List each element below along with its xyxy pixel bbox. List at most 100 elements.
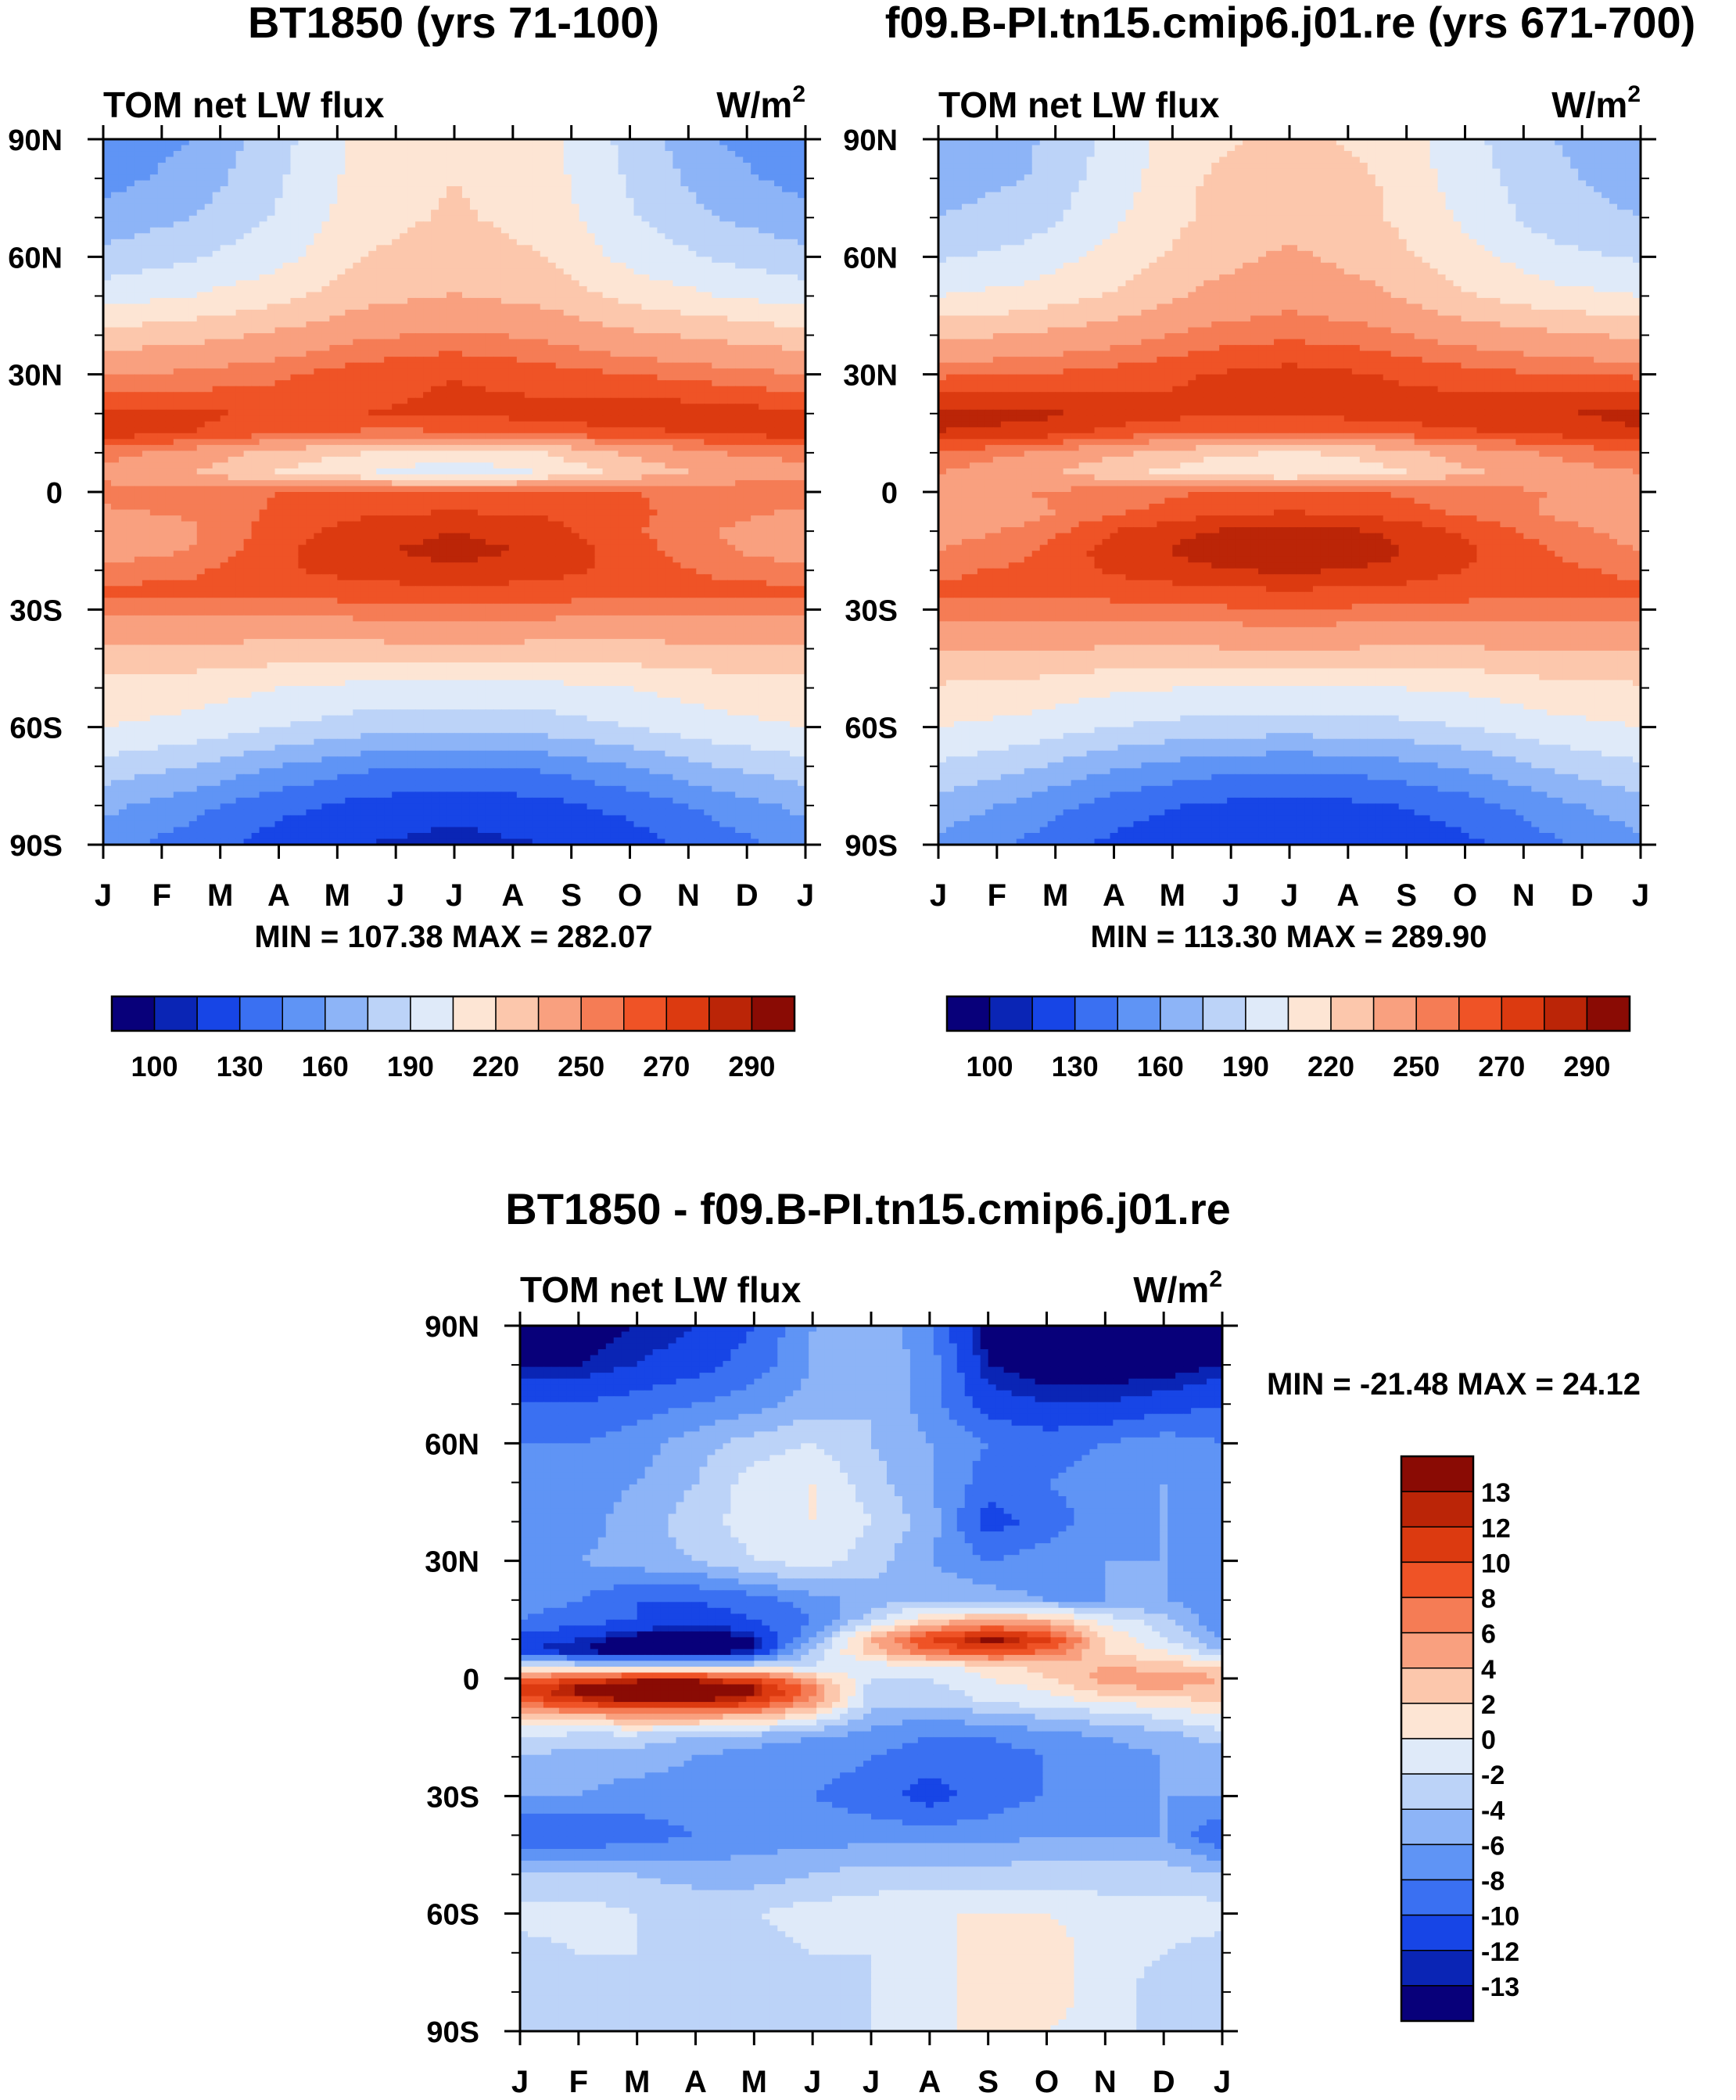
field-cell: [680, 145, 689, 152]
field-cell: [610, 221, 619, 228]
field-cell: [696, 327, 705, 334]
field-cell: [204, 174, 213, 181]
field-cell: [469, 233, 479, 240]
field-cell: [165, 345, 174, 352]
field-cell: [306, 297, 314, 305]
field-cell: [618, 451, 627, 458]
field-cell: [563, 350, 572, 357]
field-cell: [392, 404, 400, 411]
field-cell: [704, 262, 712, 269]
field-cell: [610, 321, 619, 328]
field-cell: [228, 451, 237, 458]
field-cell: [696, 409, 705, 416]
field-cell: [594, 368, 604, 375]
field-cell: [454, 151, 463, 158]
field-cell: [688, 192, 697, 199]
field-cell: [196, 456, 206, 464]
field-cell: [368, 362, 377, 369]
field-cell: [118, 297, 127, 305]
field-cell: [555, 451, 565, 458]
field-cell: [220, 433, 229, 440]
field-cell: [719, 239, 728, 246]
field-cell: [454, 409, 463, 416]
field-cell: [532, 439, 541, 446]
field-cell: [555, 339, 565, 346]
field-cell: [376, 203, 385, 210]
field-cell: [314, 427, 322, 434]
field-cell: [508, 285, 518, 293]
field-cell: [188, 174, 198, 181]
field-cell: [469, 321, 479, 328]
field-cell: [680, 274, 689, 281]
field-cell: [477, 227, 486, 234]
field-cell: [376, 303, 385, 311]
field-cell: [220, 210, 229, 217]
field-cell: [212, 203, 221, 210]
field-cell: [103, 409, 112, 416]
field-cell: [712, 368, 720, 375]
field-cell: [196, 444, 206, 451]
field-cell: [220, 292, 229, 299]
field-cell: [673, 415, 681, 422]
field-cell: [423, 250, 432, 257]
field-cell: [735, 221, 744, 228]
field-cell: [626, 156, 635, 163]
field-cell: [532, 397, 541, 404]
field-cell: [188, 151, 198, 158]
field-cell: [532, 392, 541, 399]
field-cell: [314, 221, 322, 228]
field-cell: [142, 268, 151, 275]
field-cell: [532, 221, 541, 228]
field-cell: [220, 239, 229, 246]
field-cell: [259, 444, 268, 451]
field-cell: [337, 386, 346, 393]
field-cell: [469, 198, 479, 205]
field-cell: [500, 156, 510, 163]
field-cell: [423, 451, 432, 458]
field-cell: [665, 427, 673, 434]
field-cell: [508, 186, 518, 193]
field-cell: [610, 315, 619, 322]
field-cell: [493, 380, 502, 387]
field-cell: [516, 327, 525, 334]
field-cell: [524, 221, 533, 228]
field-cell: [267, 392, 276, 399]
field-cell: [157, 409, 167, 416]
field-cell: [618, 186, 627, 193]
field-cell: [400, 215, 408, 222]
field-cell: [212, 245, 221, 252]
field-cell: [673, 297, 681, 305]
field-cell: [329, 280, 338, 287]
field-cell: [235, 415, 245, 422]
field-cell: [243, 439, 253, 446]
field-cell: [329, 345, 338, 352]
field-cell: [306, 163, 314, 170]
field-cell: [149, 339, 159, 346]
field-cell: [282, 404, 292, 411]
field-cell: [306, 186, 314, 193]
field-cell: [196, 321, 206, 328]
field-cell: [298, 292, 307, 299]
field-cell: [508, 339, 518, 346]
field-cell: [680, 151, 689, 158]
field-cell: [360, 145, 369, 152]
field-cell: [586, 303, 596, 311]
field-cell: [782, 257, 791, 264]
field-cell: [188, 462, 198, 469]
field-cell: [673, 309, 681, 317]
field-cell: [220, 309, 229, 317]
field-cell: [407, 380, 416, 387]
field-cell: [360, 380, 369, 387]
field-cell: [228, 309, 237, 317]
field-cell: [571, 415, 580, 422]
field-cell: [118, 257, 127, 264]
field-cell: [423, 174, 432, 181]
field-cell: [173, 409, 182, 416]
field-cell: [118, 315, 127, 322]
field-cell: [431, 357, 439, 364]
field-cell: [439, 221, 447, 228]
field-cell: [103, 210, 112, 217]
field-cell: [610, 285, 619, 293]
field-cell: [680, 198, 689, 205]
field-cell: [282, 415, 292, 422]
